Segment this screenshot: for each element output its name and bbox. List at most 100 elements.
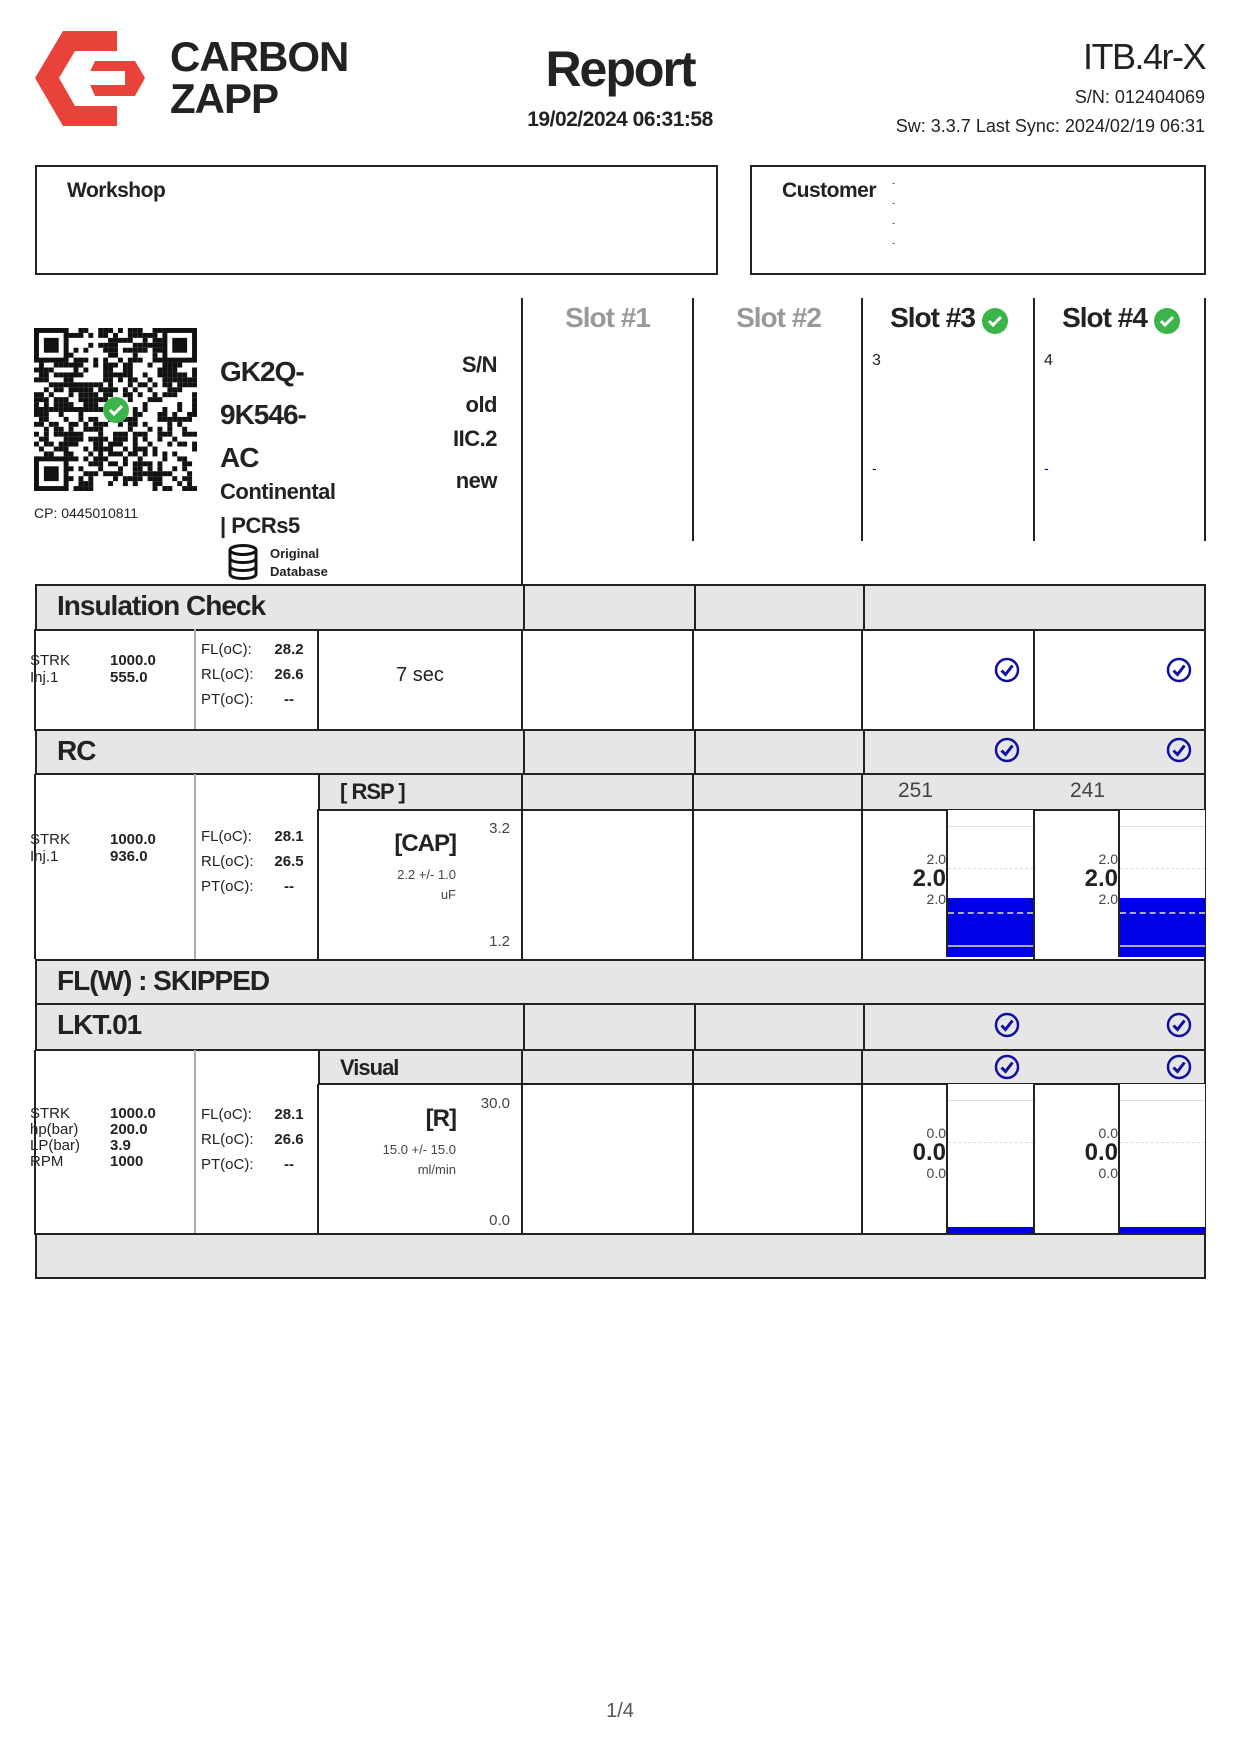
param-value: 1000.0	[110, 1105, 156, 1122]
divider	[34, 774, 36, 959]
divider	[861, 298, 863, 541]
slot-label: Slot #3	[890, 302, 976, 333]
bottom-bar	[35, 1233, 1206, 1279]
database-line: Database	[270, 564, 328, 579]
divider	[694, 586, 696, 631]
divider	[692, 1051, 694, 1085]
divider	[861, 1051, 863, 1085]
divider	[863, 586, 865, 631]
rsp-title: [ RSP ]	[340, 779, 406, 804]
param-name: RPM	[30, 1153, 64, 1170]
pass-check-icon	[1166, 1012, 1192, 1038]
scale-min: 0.0	[489, 1212, 510, 1229]
divider	[521, 775, 523, 811]
spec-value: 2.2 +/- 1.0	[397, 867, 456, 882]
slot-header-4[interactable]: Slot #4 4 -	[1034, 300, 1205, 540]
temp-label: PT(oC):	[201, 878, 254, 895]
result-bar	[946, 1084, 1033, 1233]
page-title: Report	[545, 41, 696, 97]
slot-serial: 3	[872, 352, 881, 369]
temp-value: --	[284, 1156, 294, 1173]
visual-row: Visual	[318, 1049, 1206, 1085]
brand-name: CARBON ZAPP	[170, 33, 349, 122]
customer-details: - - - -	[892, 173, 895, 253]
divider	[692, 629, 694, 731]
verified-check-icon	[103, 397, 129, 423]
pass-check-icon	[1166, 737, 1192, 763]
insulation-temps: FL(oC): 28.2 RL(oC): 26.6 PT(oC): --	[201, 637, 309, 712]
insulation-params: STRK 1000.0 Inj.1 555.0	[30, 652, 156, 686]
temp-label: PT(oC):	[201, 1156, 254, 1173]
slot-header-2[interactable]: Slot #2	[693, 300, 864, 540]
param-name: hp(bar)	[30, 1121, 79, 1138]
insulation-duration: 7 sec	[396, 664, 444, 686]
param-value: 3.9	[110, 1137, 131, 1154]
temp-value: --	[284, 878, 294, 895]
slot-dash: -	[872, 460, 877, 476]
divider	[1204, 298, 1206, 541]
visual-pass-check-icon	[1166, 1054, 1192, 1080]
result-bar-fill	[948, 898, 1033, 957]
lkt-temps: FL(oC): 28.1 RL(oC): 26.6 PT(oC): --	[201, 1102, 309, 1177]
measure-label: [CAP]	[394, 830, 457, 857]
divider	[194, 774, 196, 959]
temp-value: --	[284, 691, 294, 708]
result-lower: 2.0	[1098, 891, 1118, 907]
slot-label: Slot #2	[736, 302, 822, 333]
insulation-header: Insulation Check	[35, 584, 1206, 631]
result-value: 0.0	[1084, 1139, 1118, 1166]
divider	[194, 1050, 196, 1235]
divider	[521, 1051, 523, 1085]
slot-header-1[interactable]: Slot #1	[522, 300, 693, 540]
database-label: Original Database	[270, 545, 328, 581]
customer-line: -	[892, 178, 895, 188]
divider	[1033, 809, 1035, 959]
divider	[692, 775, 694, 811]
page-number: 1/4	[606, 1700, 634, 1722]
qr-code	[34, 328, 197, 491]
pass-check-icon	[994, 1012, 1020, 1038]
divider	[694, 1005, 696, 1051]
maker-line: | PCRs5	[220, 513, 300, 538]
brand-line1: CARBON	[170, 33, 349, 80]
workshop-box: Workshop	[35, 165, 718, 275]
divider	[34, 629, 36, 731]
result-bar-fill	[1120, 898, 1205, 957]
param-name: STRK	[30, 831, 71, 848]
result-lower: 2.0	[926, 891, 946, 907]
divider	[694, 731, 696, 775]
slot-header-3[interactable]: Slot #3 3 -	[862, 300, 1033, 540]
temp-label: RL(oC):	[201, 1131, 254, 1148]
temp-label: FL(oC):	[201, 1106, 252, 1123]
temp-value: 26.6	[274, 1131, 304, 1148]
param-name: LP(bar)	[30, 1137, 81, 1154]
divider	[1204, 629, 1206, 731]
temp-label: FL(oC):	[201, 828, 252, 845]
section-title: LKT.01	[57, 1009, 142, 1040]
customer-line: -	[892, 238, 895, 248]
software-sync: Sw: 3.3.7 Last Sync: 2024/02/19 06:31	[895, 116, 1205, 136]
maker-line: Continental	[220, 479, 336, 504]
result-bar-fill	[1120, 1227, 1205, 1233]
slot-label: Slot #1	[565, 302, 651, 333]
divider	[1204, 1084, 1206, 1234]
divider	[692, 298, 694, 541]
result-lower: 0.0	[926, 1165, 946, 1181]
divider	[521, 629, 523, 731]
divider	[863, 1005, 865, 1051]
divider	[861, 1084, 863, 1234]
param-value: 555.0	[110, 669, 148, 686]
result-upper: 2.0	[926, 851, 946, 867]
brand-line2: ZAPP	[170, 75, 279, 122]
param-value: 1000	[110, 1153, 144, 1170]
divider	[863, 731, 865, 775]
temp-value: 26.6	[274, 666, 304, 683]
param-value: 936.0	[110, 848, 148, 865]
slot-dash: -	[1044, 460, 1049, 476]
divider	[34, 1050, 36, 1235]
sn-block: S/N old IIC.2 new	[453, 352, 497, 494]
param-name: Inj.1	[30, 848, 59, 865]
spec-unit: uF	[440, 887, 456, 902]
pass-check-icon	[994, 737, 1020, 763]
customer-box: Customer - - - -	[750, 165, 1206, 275]
